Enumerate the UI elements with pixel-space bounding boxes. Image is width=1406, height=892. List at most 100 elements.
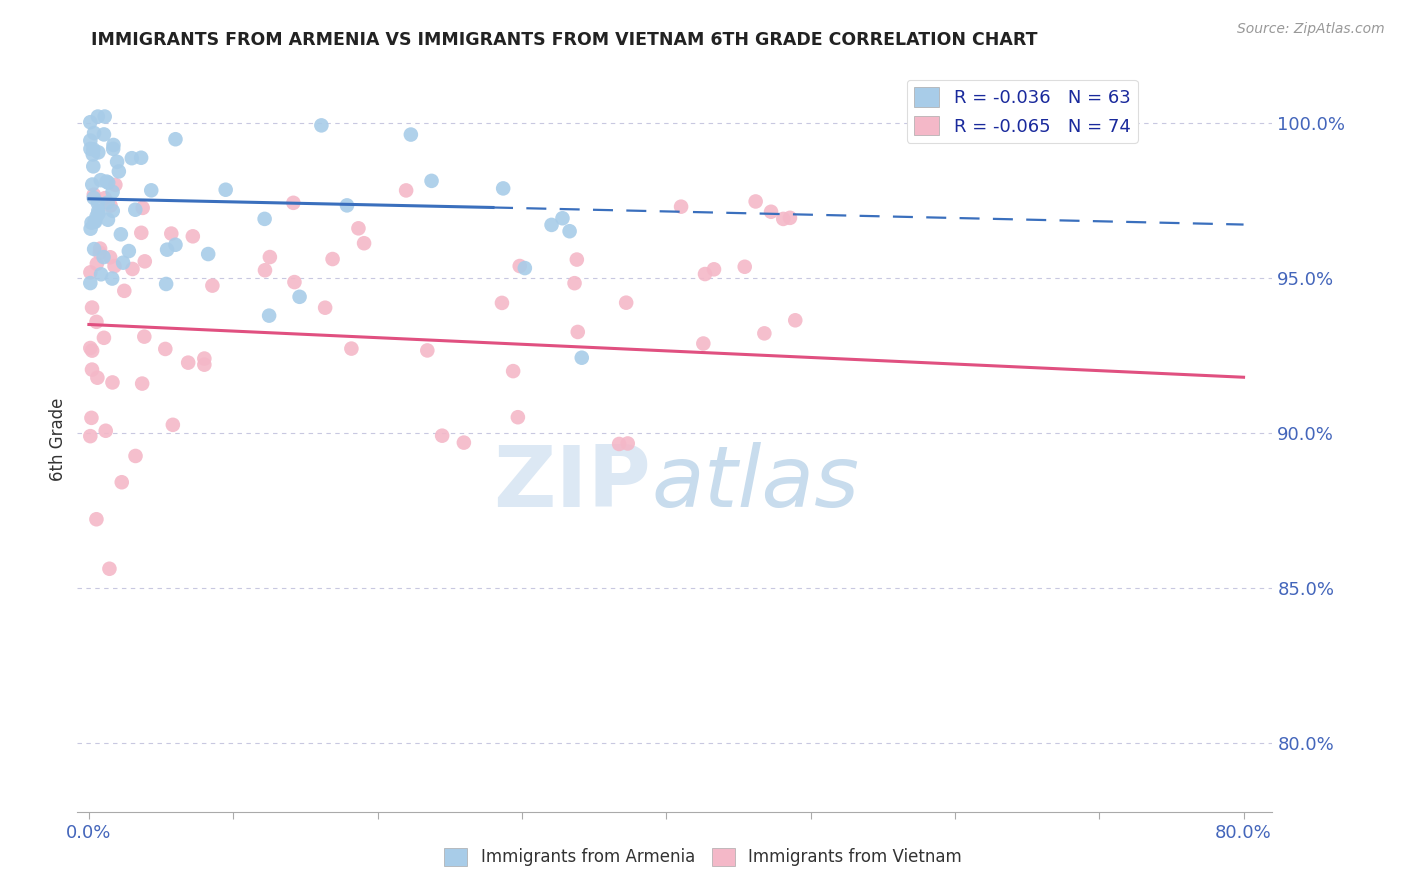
Point — [82, 142, 104, 156]
Point — [430, 428, 453, 442]
Point — [181, 229, 204, 244]
Point — [112, 255, 135, 269]
Point — [86, 257, 108, 271]
Point — [420, 174, 443, 188]
Point — [314, 301, 336, 315]
Point — [86, 315, 108, 329]
Point — [399, 128, 422, 142]
Point — [492, 181, 515, 195]
Point — [97, 195, 120, 210]
Point — [87, 206, 110, 220]
Point — [785, 313, 807, 327]
Point — [83, 242, 105, 256]
Point — [165, 237, 187, 252]
Point — [79, 429, 101, 443]
Point — [87, 196, 110, 211]
Point — [257, 309, 280, 323]
Point — [79, 341, 101, 355]
Point — [84, 215, 107, 229]
Point — [614, 295, 637, 310]
Point — [336, 198, 359, 212]
Point — [94, 424, 117, 438]
Point — [129, 226, 152, 240]
Point — [155, 277, 177, 291]
Point — [134, 254, 156, 268]
Point — [259, 250, 281, 264]
Y-axis label: 6th Grade: 6th Grade — [49, 398, 67, 481]
Point — [80, 301, 103, 315]
Point — [79, 265, 101, 279]
Text: ZIP: ZIP — [494, 442, 651, 525]
Point — [82, 343, 104, 358]
Point — [131, 376, 153, 391]
Point — [82, 160, 104, 174]
Point — [82, 178, 104, 192]
Point — [162, 417, 184, 432]
Point — [564, 276, 586, 290]
Point — [103, 138, 125, 153]
Point — [98, 562, 121, 576]
Point — [141, 183, 163, 197]
Point — [311, 119, 333, 133]
Text: IMMIGRANTS FROM ARMENIA VS IMMIGRANTS FROM VIETNAM 6TH GRADE CORRELATION CHART: IMMIGRANTS FROM ARMENIA VS IMMIGRANTS FR… — [91, 31, 1038, 49]
Point — [87, 203, 110, 218]
Point — [754, 326, 776, 341]
Point — [112, 284, 135, 298]
Point — [131, 201, 153, 215]
Point — [215, 183, 238, 197]
Point — [322, 252, 344, 266]
Point — [83, 191, 105, 205]
Point — [98, 250, 121, 264]
Point — [80, 362, 103, 376]
Point — [83, 187, 105, 202]
Text: atlas: atlas — [651, 442, 859, 525]
Point — [193, 358, 215, 372]
Point — [93, 110, 115, 124]
Point — [165, 132, 187, 146]
Point — [160, 227, 183, 241]
Point — [80, 216, 103, 230]
Point — [103, 259, 125, 273]
Point — [607, 437, 630, 451]
Point — [779, 211, 801, 225]
Point — [124, 449, 146, 463]
Point — [506, 410, 529, 425]
Point — [101, 203, 124, 218]
Point — [253, 263, 276, 277]
Point — [288, 290, 311, 304]
Point — [693, 267, 716, 281]
Point — [571, 351, 593, 365]
Point — [177, 356, 200, 370]
Point — [108, 164, 131, 178]
Point — [772, 211, 794, 226]
Point — [105, 154, 128, 169]
Point — [79, 134, 101, 148]
Point — [155, 342, 177, 356]
Point — [395, 183, 418, 197]
Point — [82, 147, 104, 161]
Point — [79, 221, 101, 235]
Point — [491, 296, 513, 310]
Point — [101, 271, 124, 285]
Point — [93, 128, 115, 142]
Point — [121, 262, 143, 277]
Point — [83, 214, 105, 228]
Point — [87, 110, 110, 124]
Point — [83, 126, 105, 140]
Point — [283, 195, 305, 210]
Point — [513, 261, 536, 276]
Point — [201, 278, 224, 293]
Text: Source: ZipAtlas.com: Source: ZipAtlas.com — [1237, 22, 1385, 37]
Point — [669, 200, 692, 214]
Point — [416, 343, 439, 358]
Point — [347, 221, 370, 235]
Point — [353, 236, 375, 251]
Point — [565, 252, 588, 267]
Point — [86, 209, 108, 223]
Point — [118, 244, 141, 258]
Point — [100, 198, 122, 212]
Point — [80, 410, 103, 425]
Point — [283, 275, 305, 289]
Point — [111, 475, 134, 490]
Point — [101, 185, 124, 199]
